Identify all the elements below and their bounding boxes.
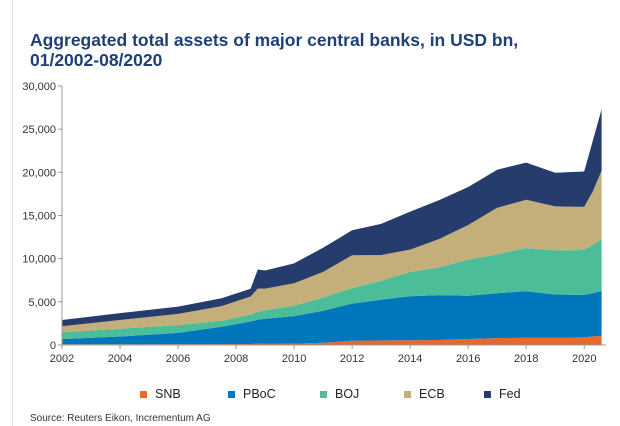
chart-legend: SNB PBoC BOJ ECB Fed (0, 384, 620, 404)
chart-title-line-2: 01/2002-08/2020 (30, 50, 163, 70)
legend-label: Fed (499, 387, 521, 401)
legend-label: PBoC (243, 387, 276, 401)
legend-item-ecb: ECB (404, 384, 445, 404)
y-tick-label: 25,000 (22, 124, 56, 136)
x-tick-label: 2006 (166, 353, 190, 365)
legend-swatch (484, 390, 491, 398)
y-tick-label: 15,000 (22, 211, 56, 223)
legend-swatch (228, 390, 235, 398)
x-tick-label: 2012 (340, 353, 364, 365)
legend-swatch (320, 390, 327, 398)
legend-label: ECB (419, 387, 445, 401)
y-tick-label: 5,000 (28, 297, 56, 309)
y-tick-label: 20,000 (22, 167, 56, 179)
x-tick-label: 2014 (398, 353, 422, 365)
x-tick-label: 2020 (572, 353, 596, 365)
x-tick-label: 2016 (456, 353, 480, 365)
legend-swatch (140, 390, 147, 398)
legend-label: SNB (155, 387, 181, 401)
x-tick-label: 2010 (282, 353, 306, 365)
y-tick-label: 30,000 (22, 81, 56, 93)
left-border-rule (12, 0, 13, 426)
source-note: Source: Reuters Eikon, Incrementum AG (30, 413, 211, 424)
x-tick-label: 2002 (50, 353, 74, 365)
legend-label: BOJ (335, 387, 360, 401)
legend-item-fed: Fed (484, 384, 521, 404)
x-tick-label: 2018 (514, 353, 538, 365)
legend-item-pboc: PBoC (228, 384, 276, 404)
legend-item-boj: BOJ (320, 384, 359, 404)
legend-swatch (404, 390, 411, 398)
y-tick-label: 10,000 (22, 254, 56, 266)
area-series-ecb (62, 170, 602, 333)
x-tick-label: 2008 (224, 353, 248, 365)
legend-item-snb: SNB (140, 384, 181, 404)
y-tick-label: 0 (50, 340, 56, 352)
chart-title-line-1: Aggregated total assets of major central… (30, 30, 519, 50)
area-series-boj (62, 239, 602, 340)
x-tick-label: 2004 (108, 353, 132, 365)
chart-title: Aggregated total assets of major central… (30, 30, 590, 70)
area-series-snb (62, 335, 602, 345)
area-series-pboc (62, 291, 602, 345)
